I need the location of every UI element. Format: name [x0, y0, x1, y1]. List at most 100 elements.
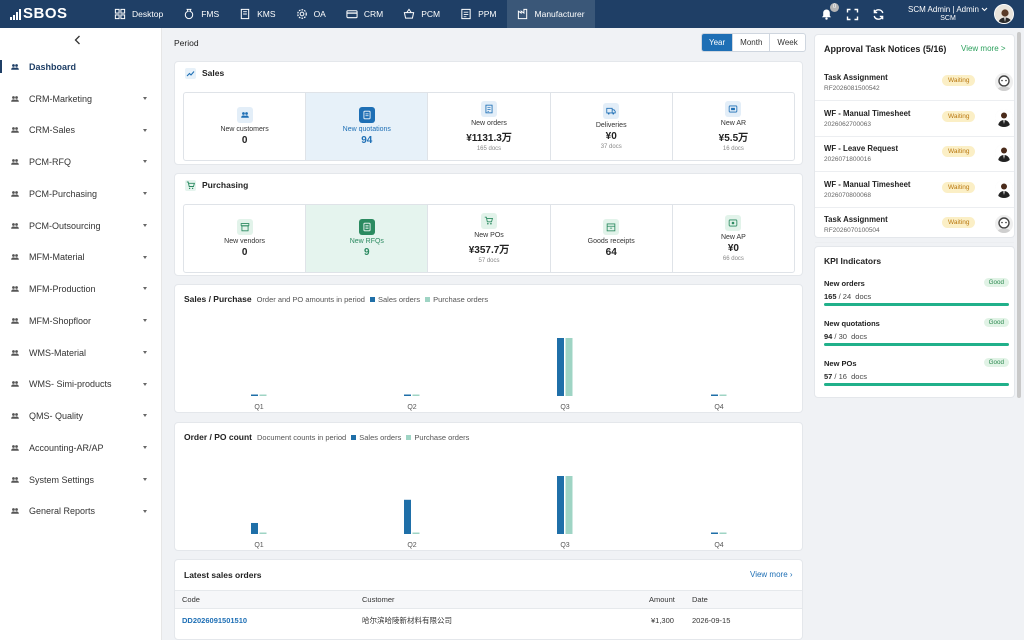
sidebar-item-pcm-outsourcing[interactable]: PCM-Outsourcing [0, 210, 162, 242]
sidebar-item-mfm-shopfloor[interactable]: MFM-Shopfloor [0, 305, 162, 337]
kpi-item: New quotations Good 94 / 30 docs [824, 318, 1009, 349]
x-tick-label: Q1 [254, 404, 263, 411]
caret-down-icon[interactable] [143, 96, 147, 100]
purchasing-stat-new-vendors[interactable]: New vendors 0 [184, 205, 305, 272]
bar-sales-orders-q1[interactable] [251, 522, 258, 534]
caret-down-icon[interactable] [143, 446, 147, 449]
bar-sales-orders-q4[interactable] [711, 532, 718, 535]
sidebar-item-general-reports[interactable]: General Reports [0, 496, 162, 528]
bar-sales-orders-q3[interactable] [557, 338, 564, 396]
bar-purchase-orders-q1[interactable] [259, 394, 267, 397]
purchasing-stat-new-rfqs[interactable]: New RFQs 9 [305, 205, 428, 272]
nav-item-desktop[interactable]: Desktop [104, 0, 173, 28]
caret-down-icon[interactable] [143, 509, 147, 513]
sidebar-item-dashboard[interactable]: Dashboard [0, 51, 162, 83]
bar-sales-orders-q3[interactable] [557, 476, 564, 534]
bar-sales-orders-q1[interactable] [251, 394, 258, 397]
caret-down-icon[interactable] [143, 223, 147, 227]
user-avatar[interactable] [994, 4, 1014, 24]
sidebar-item-qms-quality[interactable]: QMS- Quality [0, 400, 162, 432]
bar-purchase-orders-q3[interactable] [565, 338, 573, 396]
order-customer: 哈尔滨哈陵新材料有限公司 [362, 615, 452, 625]
bar-purchase-orders-q1[interactable] [259, 532, 267, 535]
app-logo[interactable]: SBOS [10, 5, 68, 22]
nav-item-oa[interactable]: OA [286, 0, 336, 28]
sidebar-item-crm-sales[interactable]: CRM-Sales [0, 115, 162, 147]
sales-stat-new-customers[interactable]: New customers 0 [184, 93, 305, 160]
nav-item-fms[interactable]: FMS [173, 0, 229, 28]
refresh-icon[interactable] [872, 8, 885, 21]
purchasing-card: Purchasing New vendors 0 New RFQs 9 New POs ¥… [174, 173, 803, 276]
people-icon [10, 475, 20, 485]
fullscreen-icon[interactable] [846, 8, 859, 21]
people-icon [10, 379, 20, 389]
sales-stat-new-ar[interactable]: New AR ¥5.5万 16 docs [671, 93, 794, 160]
sales-stat-new-orders[interactable]: New orders ¥1131.3万 165 docs [427, 93, 549, 160]
sales-stat-deliveries[interactable]: Deliveries ¥0 37 docs [549, 93, 672, 160]
period-option-month[interactable]: Month [732, 34, 769, 51]
view-more-orders-link[interactable]: View more › [750, 570, 793, 579]
caret-down-icon[interactable] [143, 128, 147, 132]
desktop-icon [114, 8, 126, 20]
caret-down-icon[interactable] [143, 255, 147, 259]
quotation-icon [358, 107, 375, 123]
sidebar-item-wms-material[interactable]: WMS-Material [0, 337, 162, 369]
sidebar-item-system-settings[interactable]: System Settings [0, 464, 162, 496]
legend-label: Purchase orders [414, 432, 470, 442]
caret-down-icon[interactable] [143, 192, 147, 195]
approval-task-item[interactable]: WF - Leave Request 2026071800016 Waiting [815, 136, 1014, 173]
order-amount: ¥1,300 [651, 615, 674, 625]
caret-down-icon[interactable] [143, 414, 147, 418]
bar-sales-orders-q4[interactable] [711, 394, 718, 397]
sidebar-item-pcm-rfq[interactable]: PCM-RFQ [0, 146, 162, 178]
nav-item-crm[interactable]: CRM [336, 0, 393, 28]
caret-down-icon[interactable] [143, 350, 147, 354]
sidebar-item-accounting-ar-ap[interactable]: Accounting-AR/AP [0, 432, 162, 464]
sidebar-item-wms-simi-products[interactable]: WMS- Simi-products [0, 369, 162, 401]
user-menu[interactable]: SCM Admin | Admin SCM [908, 5, 988, 23]
sidebar-item-mfm-material[interactable]: MFM-Material [0, 242, 162, 274]
kpi-actual: 57 [824, 372, 833, 381]
bar-sales-orders-q2[interactable] [404, 394, 411, 397]
column-header-customer[interactable]: Customer [362, 595, 395, 604]
purchasing-stat-new-ap[interactable]: New AP ¥0 66 docs [671, 205, 794, 272]
approval-task-item[interactable]: Task Assignment RF2026081500542 Waiting [815, 65, 1014, 101]
purchasing-stat-new-pos[interactable]: New POs ¥357.7万 57 docs [427, 205, 549, 272]
bar-purchase-orders-q4[interactable] [719, 532, 727, 535]
column-header-date[interactable]: Date [692, 595, 708, 604]
sidebar-item-crm-marketing[interactable]: CRM-Marketing [0, 83, 162, 115]
stat-subtext: 165 docs [476, 146, 502, 152]
sales-stat-new-quotations[interactable]: New quotations 94 [305, 93, 428, 160]
bar-purchase-orders-q2[interactable] [412, 532, 420, 535]
collapse-sidebar-icon[interactable] [72, 34, 84, 46]
bar-purchase-orders-q4[interactable] [719, 394, 727, 397]
period-option-week[interactable]: Week [769, 34, 804, 51]
period-option-year[interactable]: Year [702, 34, 733, 51]
nav-item-pcm[interactable]: PCM [393, 0, 450, 28]
sidebar-item-pcm-purchasing[interactable]: PCM-Purchasing [0, 178, 162, 210]
caret-down-icon[interactable] [143, 477, 147, 481]
caret-down-icon[interactable] [143, 287, 147, 291]
column-header-code[interactable]: Code [182, 595, 200, 604]
caret-down-icon[interactable] [143, 160, 147, 164]
purchasing-stat-goods-receipts[interactable]: Goods receipts 64 [549, 205, 672, 272]
nav-item-manufacturer[interactable]: Manufacturer [506, 0, 595, 28]
factory-icon [517, 8, 529, 20]
approval-task-item[interactable]: Task Assignment RF2026070100504 Waiting [815, 207, 1014, 244]
bar-purchase-orders-q2[interactable] [412, 394, 420, 397]
order-code-link[interactable]: DD2026091501510 [182, 615, 248, 625]
view-more-approvals-link[interactable]: View more > [961, 44, 1006, 53]
approval-task-item[interactable]: WF - Manual Timesheet 2026070800068 Waitin… [815, 172, 1014, 208]
bar-sales-orders-q2[interactable] [404, 499, 411, 534]
nav-item-ppm[interactable]: PPM [450, 0, 506, 28]
notification-bell-icon[interactable]: 0 [820, 2, 839, 21]
column-header-amount[interactable]: Amount [649, 595, 675, 604]
caret-down-icon[interactable] [143, 319, 147, 322]
page-scrollbar[interactable] [1017, 32, 1021, 398]
nav-item-kms[interactable]: KMS [229, 0, 285, 28]
sidebar-item-mfm-production[interactable]: MFM-Production [0, 273, 162, 305]
bar-purchase-orders-q3[interactable] [565, 476, 573, 534]
table-row[interactable]: DD2026091501510 哈尔滨哈陵新材料有限公司 ¥1,300 2026… [175, 609, 802, 631]
approval-task-item[interactable]: WF - Manual Timesheet 2026062700063 Waitin… [815, 101, 1014, 137]
caret-down-icon[interactable] [143, 382, 147, 386]
